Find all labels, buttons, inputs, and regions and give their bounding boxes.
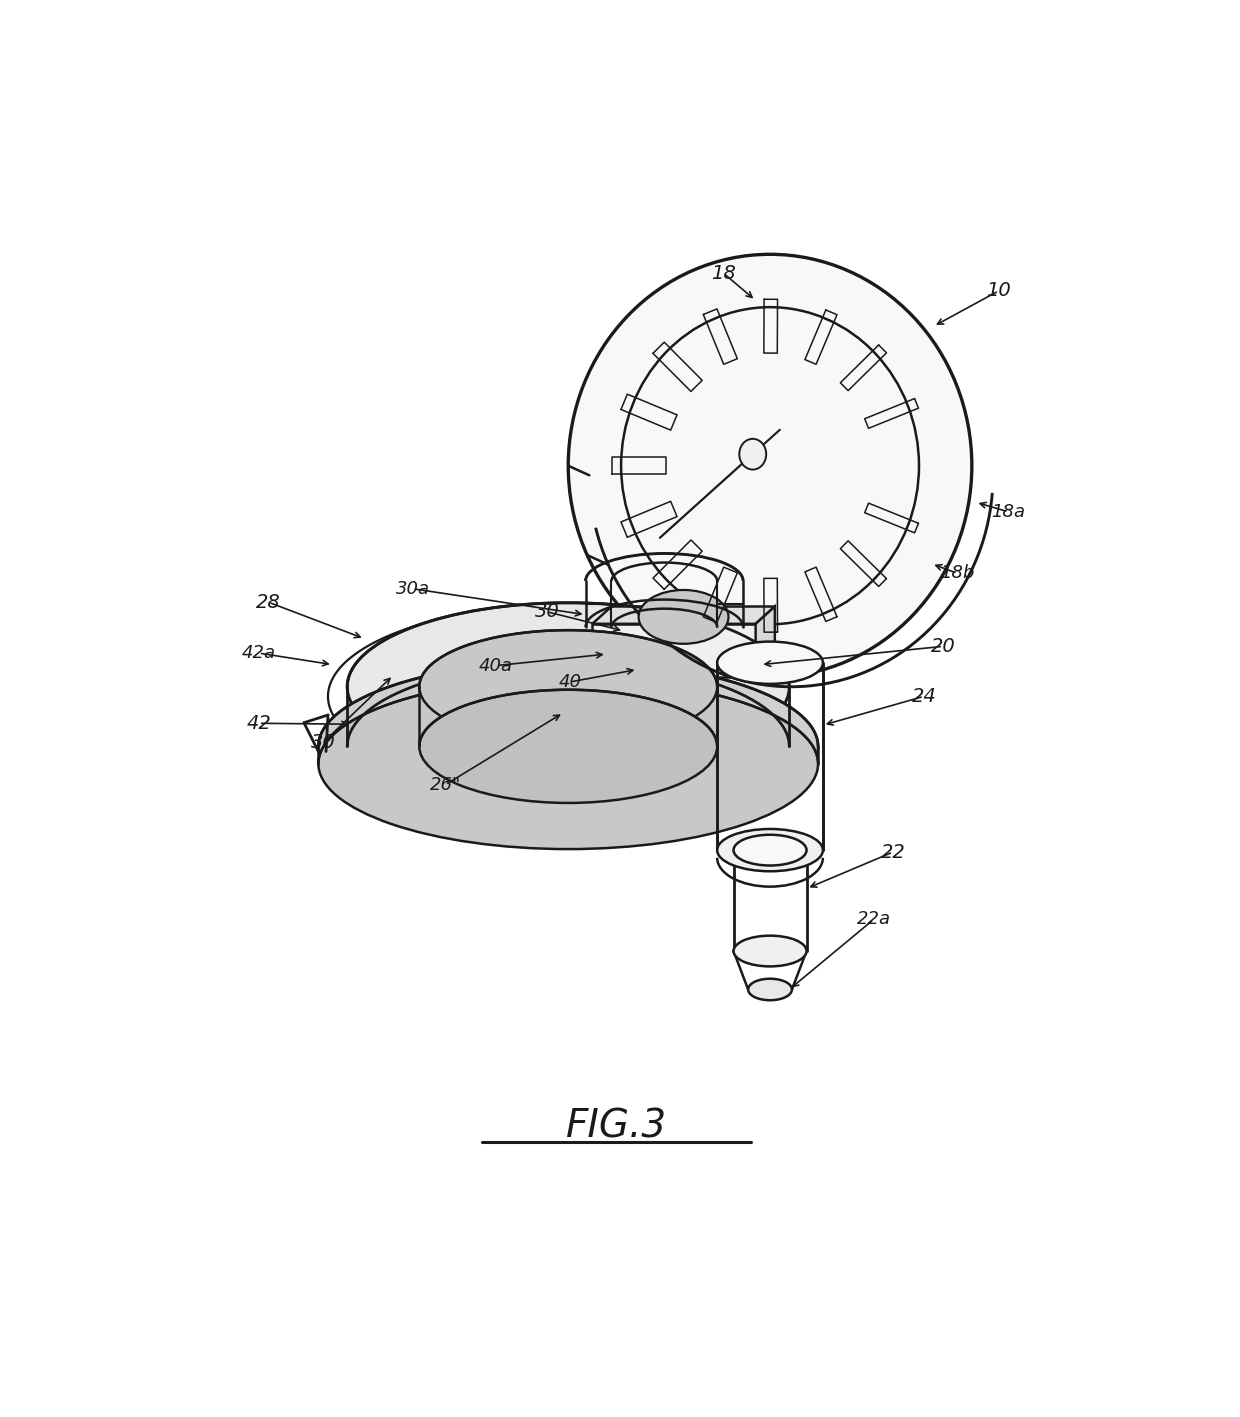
Ellipse shape xyxy=(734,935,806,966)
Ellipse shape xyxy=(748,979,792,1000)
Ellipse shape xyxy=(319,679,818,849)
Text: 30: 30 xyxy=(534,602,559,621)
Ellipse shape xyxy=(621,307,919,625)
Ellipse shape xyxy=(347,662,789,830)
Text: 42: 42 xyxy=(247,714,272,733)
Polygon shape xyxy=(593,623,755,677)
Ellipse shape xyxy=(568,254,972,677)
Ellipse shape xyxy=(347,602,789,771)
Text: 22a: 22a xyxy=(857,910,890,928)
Text: 40a: 40a xyxy=(479,656,513,674)
Ellipse shape xyxy=(419,690,717,803)
Ellipse shape xyxy=(639,589,728,643)
Text: 20: 20 xyxy=(931,636,955,656)
Text: FIG.3: FIG.3 xyxy=(565,1108,667,1146)
Text: 24: 24 xyxy=(911,687,936,706)
Text: 26": 26" xyxy=(429,775,461,794)
Text: 30a: 30a xyxy=(396,580,429,598)
Text: 18: 18 xyxy=(712,264,737,283)
Ellipse shape xyxy=(717,829,823,871)
Ellipse shape xyxy=(717,642,823,684)
Text: 18b: 18b xyxy=(940,564,975,582)
Text: 30: 30 xyxy=(311,733,336,752)
Polygon shape xyxy=(755,606,775,677)
Text: 22: 22 xyxy=(880,843,905,862)
Text: 28: 28 xyxy=(255,592,280,612)
Ellipse shape xyxy=(734,835,806,866)
Text: 10: 10 xyxy=(986,282,1011,300)
Text: 40: 40 xyxy=(559,673,582,691)
Text: 42a: 42a xyxy=(242,645,275,662)
Polygon shape xyxy=(593,606,775,623)
Ellipse shape xyxy=(319,660,818,832)
Ellipse shape xyxy=(739,439,766,469)
Text: 18a: 18a xyxy=(991,503,1025,521)
Ellipse shape xyxy=(419,631,717,744)
